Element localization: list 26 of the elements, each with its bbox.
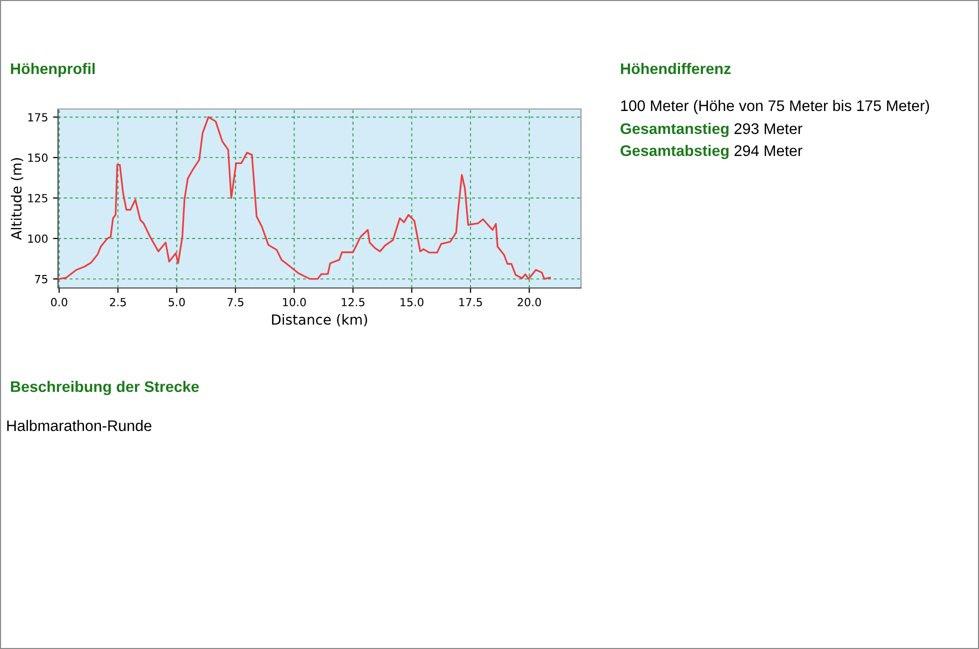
x-tick-label: 5.0 <box>168 298 185 306</box>
y-tick-label: 75 <box>35 275 48 284</box>
x-tick-label: 10.0 <box>283 298 306 306</box>
chart-title: Höhenprofil <box>11 62 95 78</box>
x-tick-label: 0.0 <box>51 298 68 306</box>
text: 100 Meter (Höhe von 75 Meter bis 175 Meter) <box>621 100 929 114</box>
text: 294 Meter <box>734 145 802 156</box>
text: Beschreibung der Strecke <box>11 380 199 396</box>
y-axis-title: Altitude (m) <box>10 158 24 240</box>
x-tick-label: 20.0 <box>518 298 541 306</box>
text: Gesamtabstieg <box>620 144 729 160</box>
line-series <box>58 116 551 280</box>
x-tick-label: 17.5 <box>459 298 482 306</box>
y-tick-label: 125 <box>28 194 48 202</box>
text: Halbmarathon-Runde <box>7 420 152 432</box>
x-axis-title: Distance (km) <box>272 314 368 326</box>
text: Höhendifferenz <box>621 62 731 74</box>
y-tick-label: 150 <box>28 154 48 162</box>
y-tick-label: 100 <box>28 234 48 243</box>
x-tick-label: 2.5 <box>110 298 126 306</box>
x-tick-label: 7.5 <box>228 298 244 306</box>
text: Gesamtanstieg <box>620 122 729 138</box>
x-tick-label: 15.0 <box>400 298 424 306</box>
y-tick-label: 175 <box>28 113 48 122</box>
x-tick-label: 12.5 <box>342 298 364 306</box>
text: 293 Meter <box>734 123 802 134</box>
